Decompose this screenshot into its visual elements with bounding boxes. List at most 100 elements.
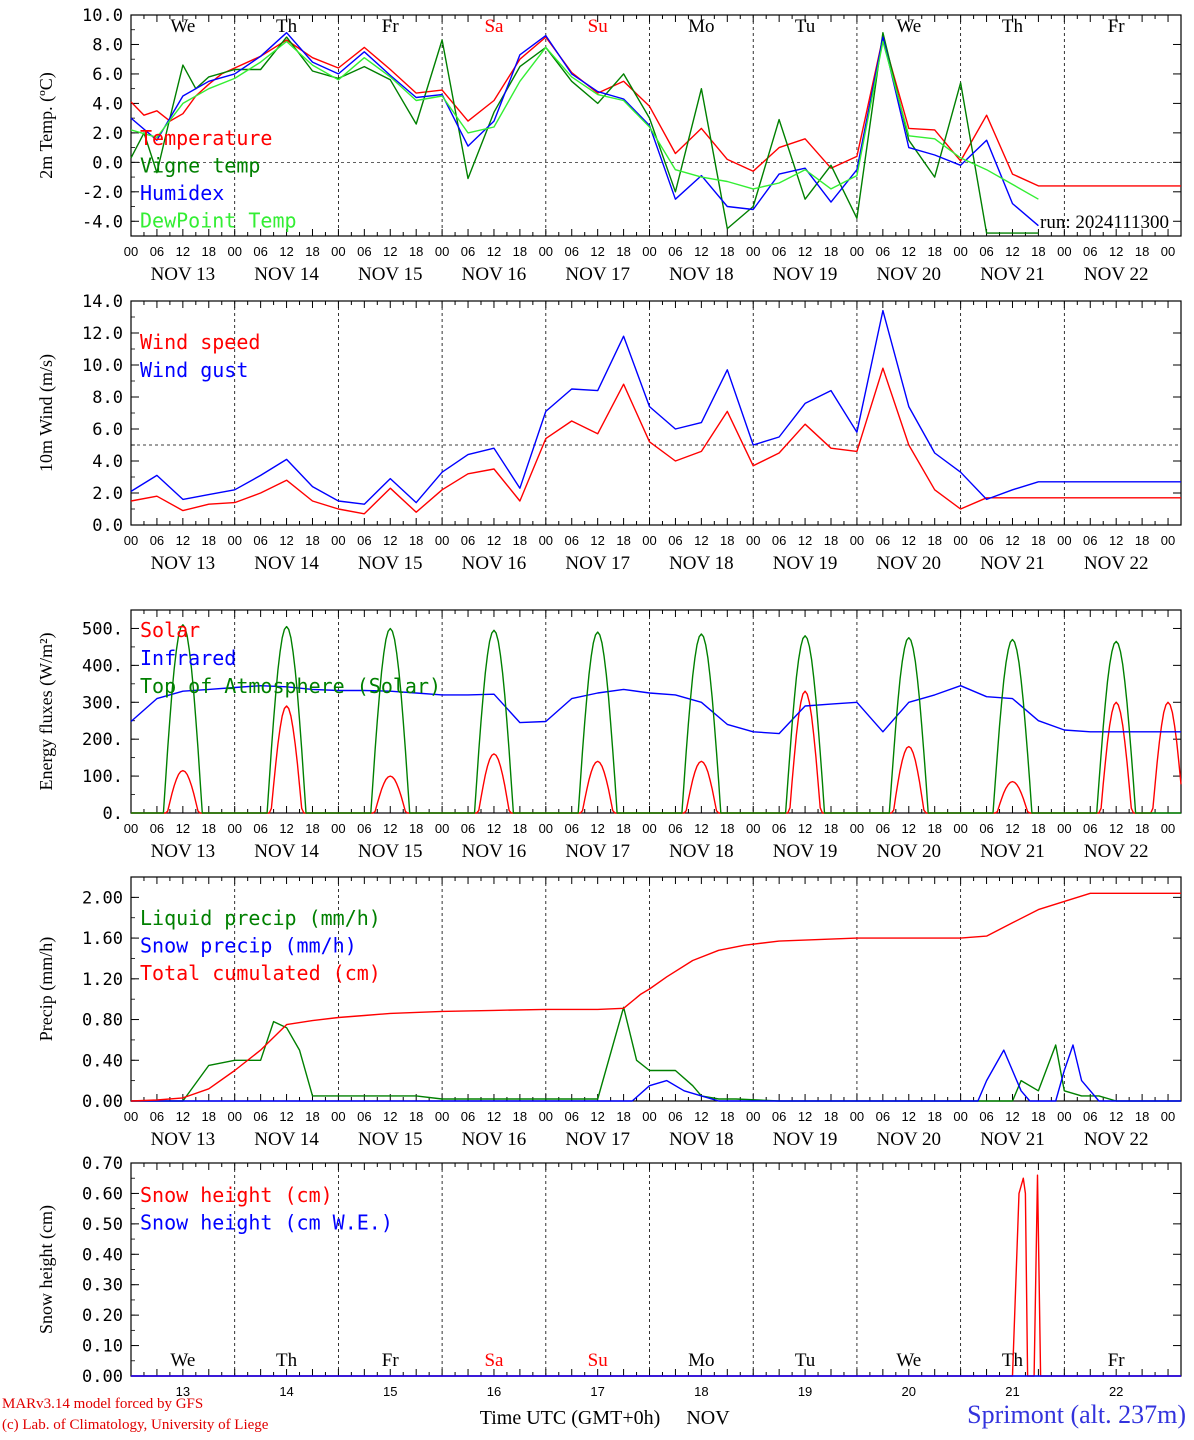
hour-tick-label: 00 <box>227 821 241 836</box>
hour-tick-label: 12 <box>798 821 812 836</box>
hour-tick-label: 18 <box>305 821 319 836</box>
weekday-label: Sa <box>484 1350 504 1371</box>
hour-tick-label: 18 <box>1135 244 1149 259</box>
station-name: Sprimont (alt. 237m) <box>967 1400 1186 1429</box>
hour-tick-label: 18 <box>927 821 941 836</box>
weekday-label: We <box>170 16 195 37</box>
hour-tick-label: 06 <box>253 1109 267 1124</box>
day-number-label: 19 <box>798 1384 812 1399</box>
hour-tick-label: 06 <box>253 821 267 836</box>
y-tick-label: 1.60 <box>82 929 123 949</box>
legend-entry: Snow precip (mm/h) <box>140 934 357 958</box>
date-label: NOV 15 <box>358 264 423 285</box>
panel-1: 10.0 8.0 6.0 4.0 2.0 0.0 -2.0 -4.0 2m Temp. (ºC)… <box>36 6 1182 285</box>
hour-tick-label: 06 <box>150 1109 164 1124</box>
hour-tick-label: 18 <box>202 821 216 836</box>
hour-tick-label: 12 <box>902 533 916 548</box>
hour-tick-label: 12 <box>902 1109 916 1124</box>
y-tick-label: 400. <box>82 656 123 676</box>
date-label: NOV 17 <box>565 264 630 285</box>
date-label: NOV 14 <box>254 553 319 574</box>
panel-4: 2.00 1.60 1.20 0.80 0.40 0.00 Precip (mm/h) 00 0… <box>36 876 1182 1150</box>
hour-tick-label: 06 <box>461 244 475 259</box>
hour-tick-label: 12 <box>1109 1109 1123 1124</box>
hour-tick-label: 18 <box>824 821 838 836</box>
y-tick-label: 8.0 <box>92 388 123 408</box>
hour-tick-label: 18 <box>720 821 734 836</box>
day-number-label: 13 <box>176 1384 190 1399</box>
weekday-label: Fr <box>1108 1350 1126 1371</box>
hour-tick-label: 12 <box>902 821 916 836</box>
hour-tick-label: 06 <box>150 821 164 836</box>
hour-tick-label: 00 <box>746 821 760 836</box>
hour-tick-label: 00 <box>1057 244 1071 259</box>
panel-3: 500. 400. 300. 200. 100. 0. Energy fluxes (W/m… <box>36 609 1182 862</box>
date-label: NOV 16 <box>462 1129 527 1150</box>
hour-tick-label: 06 <box>461 533 475 548</box>
y-tick-label: 0.40 <box>82 1245 123 1265</box>
hour-tick-label: 06 <box>565 1109 579 1124</box>
hour-tick-label: 00 <box>953 533 967 548</box>
hour-tick-label: 06 <box>253 244 267 259</box>
date-label: NOV 18 <box>669 1129 734 1150</box>
y-axis-label: 10m Wind (m/s) <box>36 354 57 472</box>
hour-tick-label: 18 <box>616 244 630 259</box>
hour-tick-label: 12 <box>1109 244 1123 259</box>
hour-tick-label: 12 <box>590 533 604 548</box>
y-tick-label: -2.0 <box>82 183 123 203</box>
weekday-label: Sa <box>484 16 504 37</box>
y-tick-label: 100. <box>82 767 123 787</box>
date-label: NOV 22 <box>1084 841 1149 862</box>
date-label: NOV 14 <box>254 264 319 285</box>
hour-tick-label: 12 <box>383 244 397 259</box>
weekday-label: Fr <box>1108 16 1126 37</box>
hour-tick-label: 00 <box>435 821 449 836</box>
hour-tick-label: 12 <box>694 244 708 259</box>
hour-tick-label: 12 <box>694 1109 708 1124</box>
y-tick-label: 0.0 <box>92 516 123 536</box>
hour-tick-label: 18 <box>202 244 216 259</box>
date-label: NOV 19 <box>773 1129 838 1150</box>
legend-entry: Total cumulated (cm) <box>140 961 381 985</box>
hour-tick-label: 06 <box>772 244 786 259</box>
hour-tick-label: 00 <box>331 533 345 548</box>
legend-entry: Wind speed <box>140 330 260 354</box>
hour-tick-label: 00 <box>1057 533 1071 548</box>
weekday-label: Fr <box>382 1350 400 1371</box>
y-tick-label: 6.0 <box>92 420 123 440</box>
hour-tick-label: 06 <box>668 533 682 548</box>
y-axis-label: Energy fluxes (W/m²) <box>36 632 57 790</box>
hour-tick-label: 00 <box>124 244 138 259</box>
weekday-label: Th <box>1002 16 1024 37</box>
hour-tick-label: 18 <box>305 1109 319 1124</box>
hour-tick-label: 18 <box>409 244 423 259</box>
y-tick-label: 0.40 <box>82 1051 123 1071</box>
series-line-total-cumulated-cm- <box>130 892 1181 1102</box>
weekday-label: We <box>896 16 921 37</box>
y-tick-label: 2.00 <box>82 888 123 908</box>
hour-tick-label: 18 <box>409 821 423 836</box>
legend-entry: Temperature <box>140 126 272 150</box>
hour-tick-label: 12 <box>694 533 708 548</box>
hour-tick-label: 00 <box>124 533 138 548</box>
hour-tick-label: 12 <box>487 533 501 548</box>
run-label: run: 2024111300 <box>1040 212 1169 233</box>
date-label: NOV 13 <box>151 264 216 285</box>
hour-tick-label: 12 <box>383 821 397 836</box>
hour-tick-label: 18 <box>824 1109 838 1124</box>
y-tick-label: -4.0 <box>82 212 123 232</box>
hour-tick-label: 06 <box>979 1109 993 1124</box>
weekday-label: Su <box>588 1350 609 1371</box>
date-label: NOV 13 <box>151 553 216 574</box>
date-label: NOV 18 <box>669 264 734 285</box>
date-label: NOV 14 <box>254 841 319 862</box>
hour-tick-label: 06 <box>668 1109 682 1124</box>
series-line-liquid-precip-mm-h- <box>131 1006 1181 1102</box>
hour-tick-label: 06 <box>876 1109 890 1124</box>
hour-tick-label: 18 <box>720 244 734 259</box>
hour-tick-label: 06 <box>979 533 993 548</box>
y-axis-label: Precip (mm/h) <box>36 937 57 1041</box>
hour-tick-label: 06 <box>357 533 371 548</box>
date-label: NOV 22 <box>1084 1129 1149 1150</box>
